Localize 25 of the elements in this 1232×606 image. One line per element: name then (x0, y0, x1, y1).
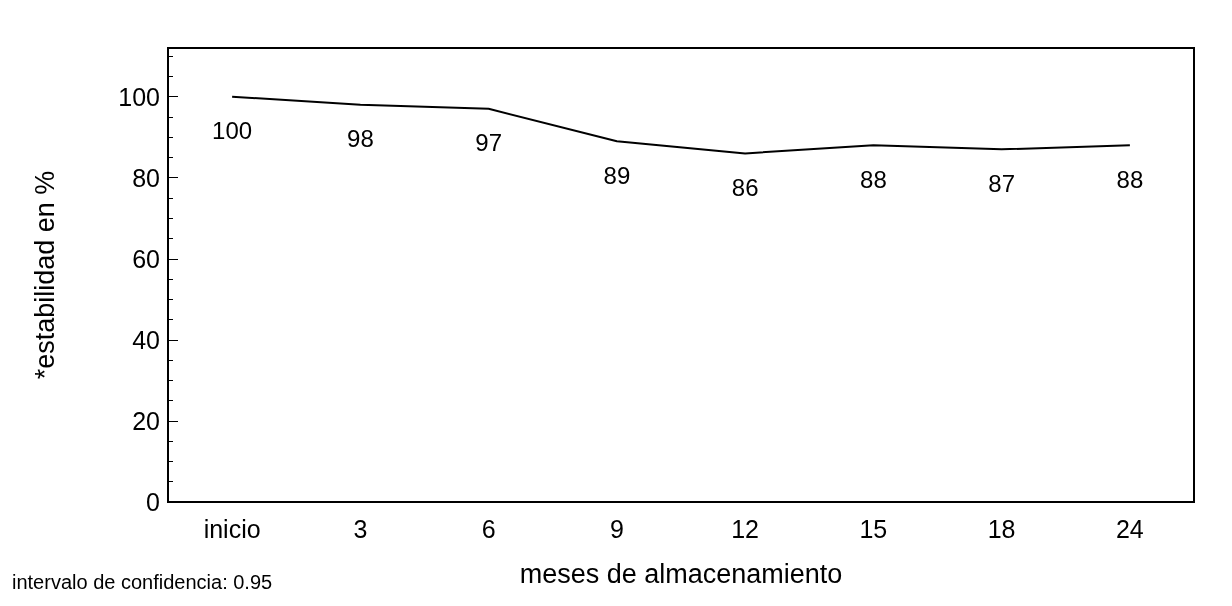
y-axis-title: *estabilidad en % (29, 170, 60, 380)
data-label: 88 (1116, 165, 1144, 193)
data-label: 88 (860, 165, 887, 193)
x-tick-label: 12 (731, 514, 760, 543)
y-tick-label: 80 (132, 163, 160, 192)
data-label: 87 (988, 169, 1015, 197)
y-tick-label: 0 (146, 488, 160, 516)
data-label: 100 (212, 117, 253, 145)
x-tick-label: 15 (859, 514, 888, 543)
data-label: 89 (603, 161, 631, 189)
data-label: 86 (731, 173, 759, 201)
x-tick-label: 18 (987, 514, 1016, 543)
data-label: 97 (475, 129, 502, 157)
data-label: 98 (347, 125, 374, 153)
y-tick-label: 40 (132, 325, 160, 354)
y-tick-label: 20 (132, 406, 160, 435)
y-tick-label: 100 (118, 82, 160, 111)
x-tick-label: 3 (353, 514, 368, 543)
x-tick-label: 9 (609, 514, 624, 543)
y-tick-label: 60 (132, 244, 160, 273)
x-tick-label: 24 (1115, 514, 1144, 543)
x-axis-title: meses de almacenamiento (519, 558, 843, 589)
text: intervalo de confidencia: 0.95 (12, 571, 273, 593)
x-tick-label: inicio (203, 514, 261, 543)
x-tick-label: 6 (481, 514, 496, 543)
